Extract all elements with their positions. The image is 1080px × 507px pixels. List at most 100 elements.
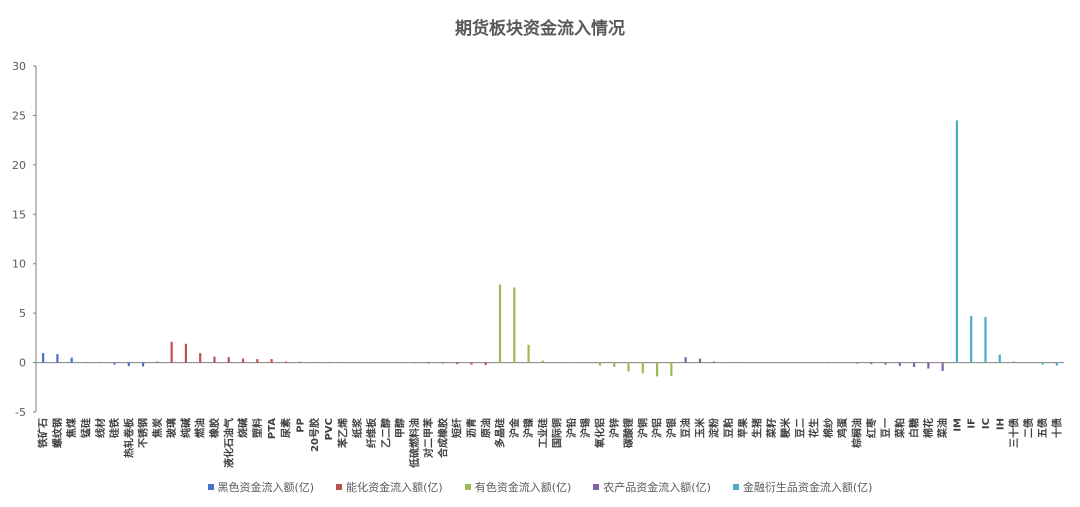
x-tick-label: 红枣 xyxy=(865,417,878,438)
bar xyxy=(556,362,559,363)
x-tick-label: 工业硅 xyxy=(536,418,549,448)
x-tick-label: 花生 xyxy=(808,418,821,438)
legend-label: 金融衍生品资金流入额(亿) xyxy=(742,481,873,494)
legend-label: 能化资金流入额(亿) xyxy=(346,481,443,494)
x-tick-label: 沪镍 xyxy=(522,418,535,438)
bar xyxy=(927,362,930,369)
bar xyxy=(84,362,88,363)
x-tick-label: 玉米 xyxy=(693,417,706,438)
x-tick-label: 多晶硅 xyxy=(494,418,507,448)
x-tick-label: PP xyxy=(296,418,307,433)
x-tick-label: 沪金 xyxy=(508,417,521,438)
x-tick-label: 菜粕 xyxy=(893,418,906,439)
bar xyxy=(470,362,473,365)
x-tick-label: 三十债 xyxy=(1008,418,1021,448)
bar xyxy=(356,362,359,363)
x-tick-label: 沪铅 xyxy=(565,418,578,438)
bar xyxy=(184,343,188,363)
bar xyxy=(770,362,773,364)
bar xyxy=(670,362,673,376)
x-tick-label: PTA xyxy=(267,418,278,439)
bar xyxy=(113,362,116,365)
x-tick-label: 燃油 xyxy=(194,418,207,438)
x-tick-label: 烧碱 xyxy=(237,418,250,438)
x-tick-label: 沪铝 xyxy=(651,418,664,438)
bar xyxy=(798,362,801,364)
x-tick-label: 粳米 xyxy=(779,417,792,439)
bar xyxy=(156,361,159,363)
bar xyxy=(127,362,130,367)
x-tick-label: 玻璃 xyxy=(165,418,178,438)
bar xyxy=(227,357,230,363)
bar xyxy=(441,362,445,364)
bar xyxy=(698,358,702,363)
y-tick-label: -5 xyxy=(15,406,26,419)
bar xyxy=(284,361,287,363)
bar xyxy=(413,362,416,364)
x-tick-label: 乙二醇 xyxy=(379,418,392,448)
x-tick-label: 菜籽 xyxy=(765,418,778,439)
bar xyxy=(456,362,459,365)
x-tick-label: 生猪 xyxy=(751,418,764,438)
x-tick-label: 二债 xyxy=(1022,418,1035,438)
x-tick-label: 锰硅 xyxy=(79,418,92,438)
x-tick-label: 对二甲苯 xyxy=(422,417,435,458)
x-tick-label: IH xyxy=(995,418,1006,430)
bar xyxy=(327,362,330,363)
x-tick-label: 五债 xyxy=(1036,418,1049,438)
bar xyxy=(855,362,859,364)
bar xyxy=(955,120,959,363)
x-tick-label: 国际铜 xyxy=(551,418,564,448)
x-tick-label: 短纤 xyxy=(451,418,464,438)
x-tick-label: 热轧卷板 xyxy=(122,417,135,458)
bar xyxy=(1041,362,1044,365)
bar xyxy=(884,362,887,365)
bar xyxy=(141,362,145,367)
x-tick-label: 塑料 xyxy=(251,418,264,438)
legend-item: 农产品资金流入额(亿) xyxy=(593,479,711,495)
x-tick-label: 沪银 xyxy=(665,417,678,438)
legend-item: 有色资金流入额(亿) xyxy=(464,479,571,495)
bar xyxy=(313,362,316,363)
bar xyxy=(713,361,716,363)
y-tick-label: 15 xyxy=(12,208,26,221)
chart-title: 期货板块资金流入情况 xyxy=(455,19,625,39)
bar xyxy=(841,362,844,364)
bar xyxy=(513,287,516,363)
legend-swatch xyxy=(336,484,343,490)
x-tick-label: IM xyxy=(952,418,963,432)
x-tick-label: 低硫燃料油 xyxy=(408,418,421,469)
bar xyxy=(870,362,873,365)
bar xyxy=(741,362,744,363)
x-tick-label: 豆二 xyxy=(794,418,806,438)
x-tick-label: 沪锡 xyxy=(579,418,592,438)
x-tick-label: 纸浆 xyxy=(351,417,364,438)
x-tick-label: PVC xyxy=(324,418,335,440)
bar xyxy=(627,362,630,372)
bar xyxy=(684,357,687,363)
bar xyxy=(813,362,816,364)
bar xyxy=(384,362,387,363)
bar xyxy=(570,362,573,363)
bar xyxy=(541,360,544,363)
bar xyxy=(398,362,402,364)
x-tick-label: 淀粉 xyxy=(708,418,721,438)
y-tick-label: 0 xyxy=(19,357,26,370)
x-tick-label: 白糖 xyxy=(908,418,921,438)
x-tick-label: 菜油 xyxy=(936,418,949,439)
legend-label: 农产品资金流入额(亿) xyxy=(603,481,711,494)
bar xyxy=(598,362,602,366)
x-tick-label: 纯碱 xyxy=(179,418,192,438)
bar xyxy=(199,353,202,363)
bar xyxy=(341,362,345,363)
y-tick-label: 10 xyxy=(12,258,26,271)
y-tick-label: 5 xyxy=(19,307,26,320)
x-tick-label: 棉纱 xyxy=(822,418,835,438)
x-tick-label: 沥青 xyxy=(465,418,478,438)
bar xyxy=(56,354,59,363)
bar xyxy=(584,362,587,364)
x-tick-label: 橡胶 xyxy=(208,418,221,438)
bar xyxy=(984,317,987,363)
x-tick-label: 液化石油气 xyxy=(222,418,235,468)
